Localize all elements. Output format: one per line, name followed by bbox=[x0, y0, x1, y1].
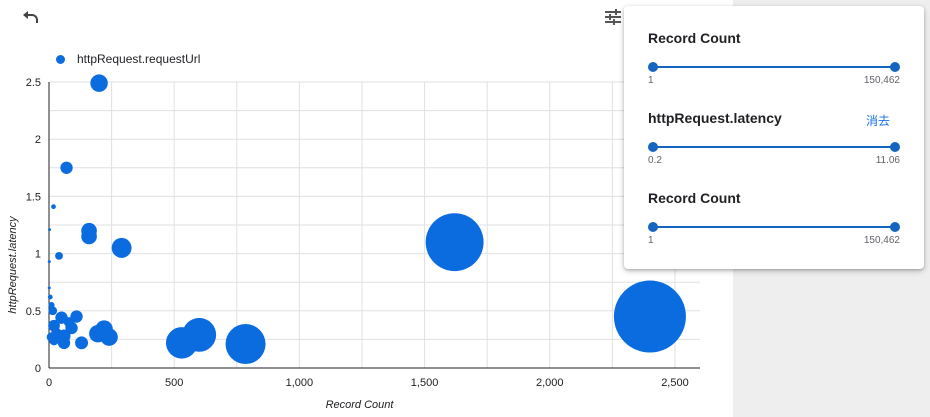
bubble-point[interactable] bbox=[47, 260, 51, 264]
range-min-handle[interactable] bbox=[648, 222, 658, 232]
x-tick-label: 1,500 bbox=[411, 377, 439, 389]
range-min-handle[interactable] bbox=[648, 62, 658, 72]
range-min-label: 1 bbox=[648, 235, 654, 246]
bubble-point[interactable] bbox=[182, 317, 217, 352]
bubble-point[interactable] bbox=[47, 294, 53, 300]
range-max-label: 150,462 bbox=[863, 235, 900, 246]
range-slider-track[interactable] bbox=[653, 146, 895, 148]
bubble-point[interactable] bbox=[90, 74, 108, 92]
chart-legend: httpRequest.requestUrl bbox=[56, 52, 200, 66]
bubble-point[interactable] bbox=[111, 237, 132, 258]
bubble-point[interactable] bbox=[47, 228, 52, 232]
bubble-point[interactable] bbox=[48, 306, 58, 316]
bubble-point[interactable] bbox=[57, 336, 71, 350]
bubble-chart: 0 500 1,000 1,500 2,000 2,500 0 0.5 1 1.5 2 2.5 Reco… bbox=[7, 74, 700, 411]
chart-grid bbox=[48, 81, 700, 369]
y-tick-label: 2.5 bbox=[26, 77, 41, 89]
x-tick-label: 1,000 bbox=[286, 377, 314, 389]
filter-title: Record Count bbox=[648, 190, 741, 206]
range-max-label: 11.06 bbox=[875, 155, 900, 166]
legend-label: httpRequest.requestUrl bbox=[77, 52, 201, 66]
bubble-point[interactable] bbox=[81, 228, 97, 245]
range-max-handle[interactable] bbox=[890, 222, 900, 232]
range-slider-track[interactable] bbox=[653, 226, 895, 228]
bubble-point[interactable] bbox=[55, 251, 63, 260]
chart-axes bbox=[48, 82, 700, 369]
y-tick-label: 0.5 bbox=[26, 306, 41, 318]
clear-filter-button[interactable]: 消去 bbox=[865, 114, 890, 128]
bubble-point[interactable] bbox=[100, 328, 118, 346]
filter-title: httpRequest.latency bbox=[648, 110, 782, 126]
y-tick-label: 2 bbox=[35, 134, 41, 146]
bubble-point[interactable] bbox=[75, 336, 89, 350]
range-slider-track[interactable] bbox=[653, 66, 895, 68]
bubble-point[interactable] bbox=[613, 280, 686, 353]
x-tick-label: 0 bbox=[46, 377, 52, 389]
bubble-point[interactable] bbox=[47, 286, 51, 290]
y-tick-label: 0 bbox=[35, 363, 41, 375]
range-max-handle[interactable] bbox=[890, 62, 900, 72]
y-tick-label: 1 bbox=[35, 249, 41, 261]
range-min-handle[interactable] bbox=[648, 142, 658, 152]
filter-button[interactable] bbox=[602, 6, 624, 28]
range-min-label: 0.2 bbox=[648, 155, 662, 166]
y-tick-label: 1.5 bbox=[26, 191, 41, 203]
x-tick-label: 2,500 bbox=[661, 377, 689, 389]
undo-button[interactable] bbox=[20, 6, 42, 28]
bubble-point[interactable] bbox=[225, 323, 266, 364]
legend-marker bbox=[56, 54, 65, 64]
bubble-point[interactable] bbox=[65, 321, 78, 335]
bubble-point[interactable] bbox=[425, 213, 484, 272]
range-min-label: 1 bbox=[648, 75, 654, 86]
x-tick-label: 500 bbox=[165, 377, 183, 389]
chart-bubbles bbox=[46, 74, 686, 364]
tune-icon bbox=[605, 9, 621, 25]
filter-panel: Record Count 1 150,462 httpRequest.latency 消… bbox=[624, 6, 924, 269]
chart-labels: 0 500 1,000 1,500 2,000 2,500 0 0.5 1 1.5 2 2.5 Reco… bbox=[7, 77, 689, 411]
x-axis-title: Record Count bbox=[326, 399, 395, 411]
undo-icon bbox=[23, 11, 38, 23]
filter-title: Record Count bbox=[648, 30, 741, 46]
range-max-label: 150,462 bbox=[863, 75, 900, 86]
bubble-point[interactable] bbox=[49, 335, 59, 346]
bubble-point[interactable] bbox=[60, 161, 73, 174]
x-tick-label: 2,000 bbox=[536, 377, 564, 389]
range-max-handle[interactable] bbox=[890, 142, 900, 152]
bubble-point[interactable] bbox=[51, 204, 56, 210]
y-axis-title: httpRequest.latency bbox=[7, 215, 19, 314]
